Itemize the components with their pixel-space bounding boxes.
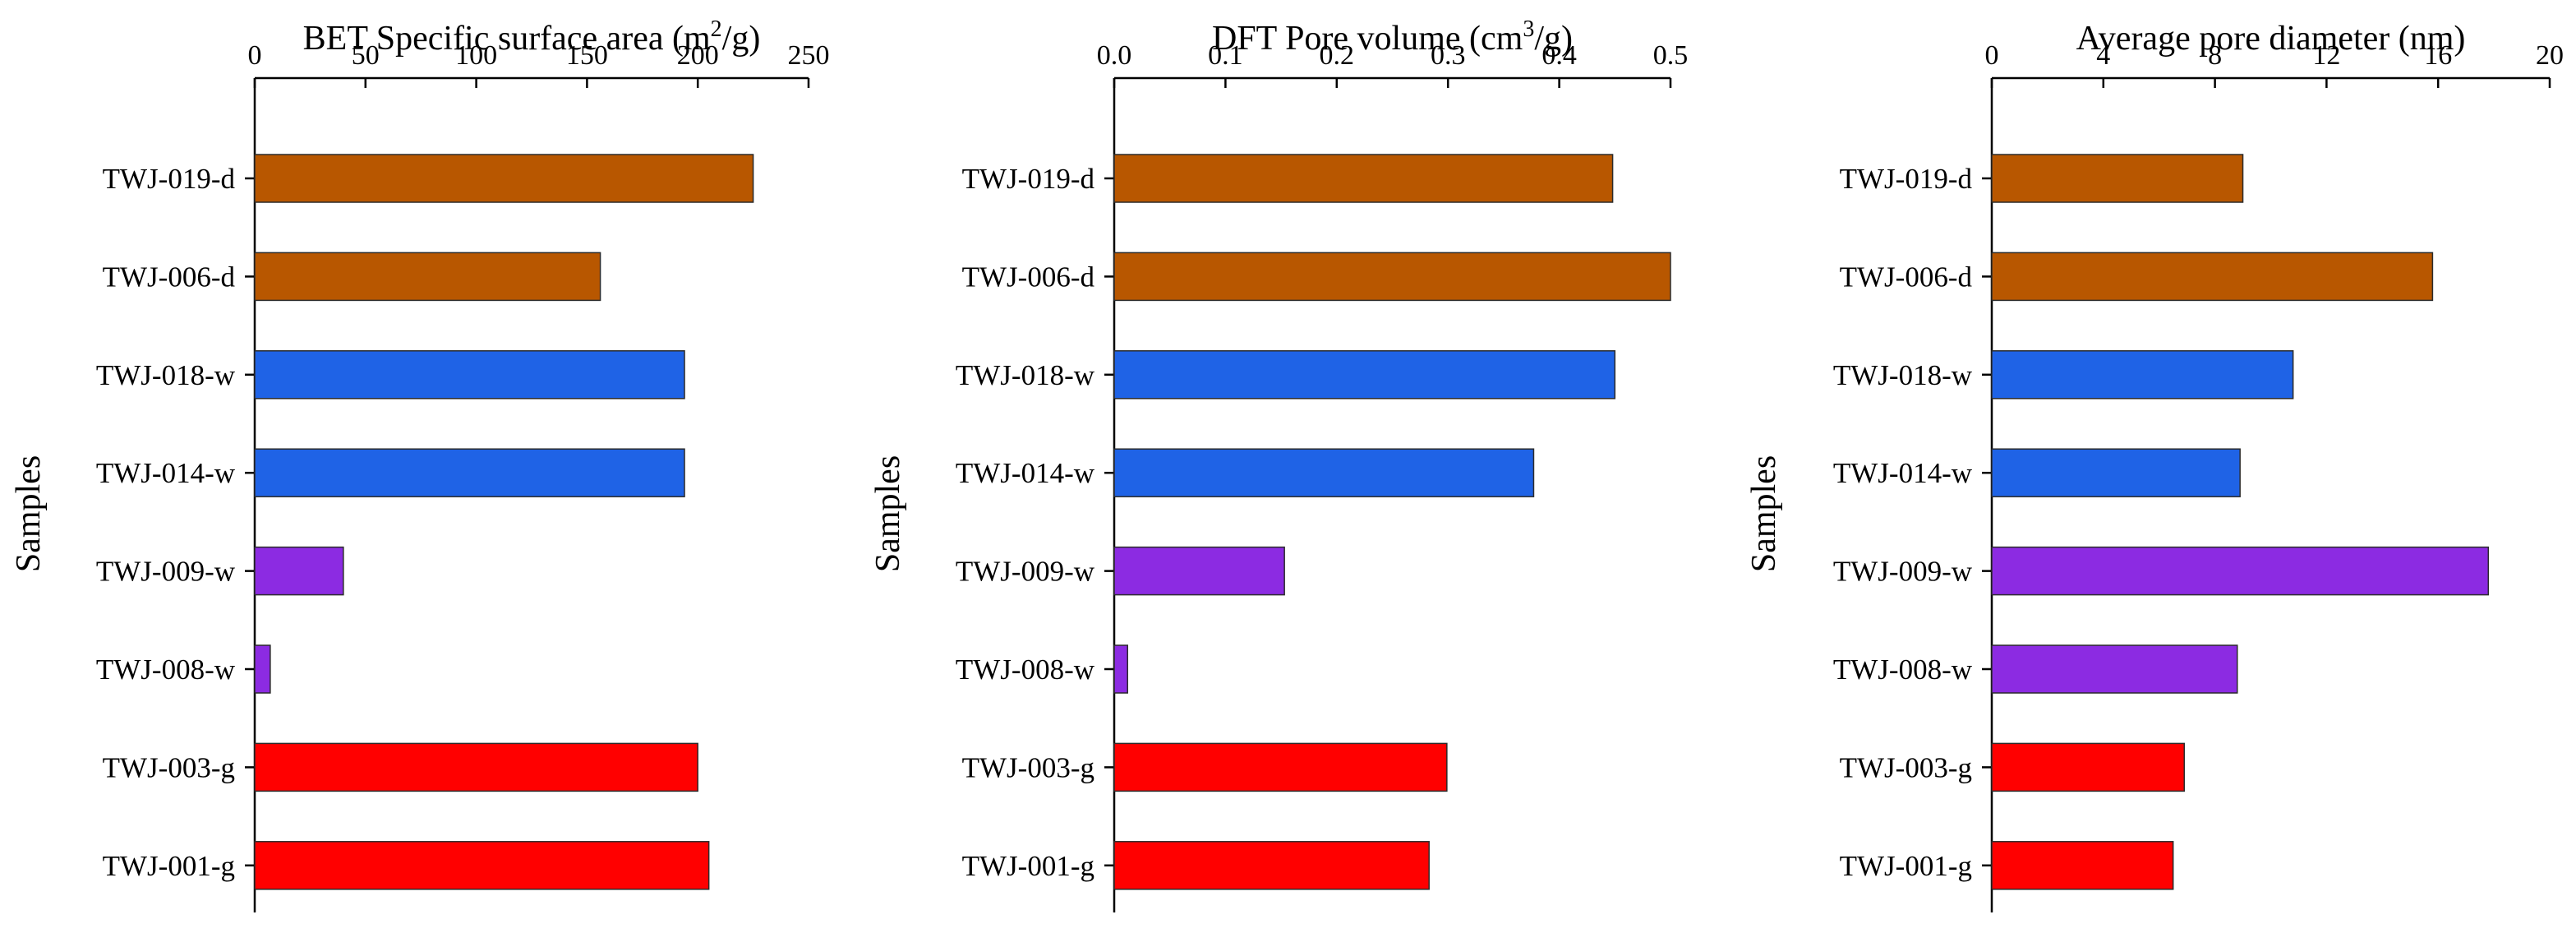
bar-twj-001-g <box>1113 841 1430 890</box>
category-label: TWJ-003-g <box>962 751 1094 783</box>
category-label: TWJ-014-w <box>956 457 1095 489</box>
chart-title-superscript: 3 <box>1523 16 1534 42</box>
bar-twj-014-w <box>1991 448 2241 497</box>
x-tick-label: 0.0 <box>1097 40 1132 71</box>
bar-twj-014-w <box>254 448 685 497</box>
x-tick-label: 250 <box>788 40 830 71</box>
y-axis-title: Samples <box>869 455 907 572</box>
category-label: TWJ-008-w <box>956 654 1095 686</box>
bar-twj-003-g <box>254 742 698 792</box>
x-tick-label: 0.5 <box>1653 40 1689 71</box>
x-tick-label: 0 <box>1985 40 1999 71</box>
chart-panel-3: Average pore diameter (nm) 0 4 8 12 16 20 TWJ-0… <box>1745 20 2564 912</box>
category-label: TWJ-018-w <box>96 359 236 391</box>
bar-twj-006-d <box>1991 252 2434 302</box>
x-tick-label: 50 <box>352 40 380 71</box>
category-label: TWJ-009-w <box>1833 556 1973 588</box>
x-tick-label: 12 <box>2312 40 2340 71</box>
category-label: TWJ-009-w <box>96 556 236 588</box>
chart-panel-1: BET Specific surface area (m2/g) 0 50 100 15… <box>10 16 830 912</box>
bar-twj-019-d <box>1113 154 1614 203</box>
chart-title-text: BET Specific surface area (m <box>303 20 711 58</box>
bar-twj-009-w <box>1113 546 1285 596</box>
bar-twj-006-d <box>254 252 601 302</box>
category-label: TWJ-014-w <box>1833 457 1973 489</box>
category-label: TWJ-018-w <box>1833 359 1973 391</box>
bar-twj-009-w <box>1991 546 2490 596</box>
x-tick-label: 0.4 <box>1541 40 1577 71</box>
bar-twj-001-g <box>1991 841 2174 890</box>
category-label: TWJ-001-g <box>962 850 1094 882</box>
x-tick-label: 8 <box>2208 40 2222 71</box>
chart-title: DFT Pore volume (cm3/g) <box>1212 16 1573 58</box>
category-label: TWJ-008-w <box>96 654 236 686</box>
bar-twj-003-g <box>1113 742 1448 792</box>
bar-twj-003-g <box>1991 742 2186 792</box>
chart-title-text: DFT Pore volume (cm <box>1212 20 1523 58</box>
bar-twj-008-w <box>254 644 271 694</box>
bar-twj-006-d <box>1113 252 1671 302</box>
category-label: TWJ-006-d <box>962 261 1095 293</box>
x-tick-label: 150 <box>566 40 608 71</box>
bar-twj-008-w <box>1991 644 2238 694</box>
bar-twj-019-d <box>1991 154 2244 203</box>
x-tick-label: 4 <box>2096 40 2110 71</box>
category-label: TWJ-019-d <box>103 163 236 195</box>
bar-twj-008-w <box>1113 644 1128 694</box>
y-axis-title: Samples <box>10 455 48 572</box>
bar-twj-001-g <box>254 841 710 890</box>
chart-title-text: Average pore diameter (nm) <box>2076 20 2466 58</box>
chart-panel-2: DFT Pore volume (cm3/g) 0.0 0.1 0.2 0.3 0.4 0.… <box>869 16 1688 912</box>
category-label: TWJ-003-g <box>1840 751 1972 783</box>
category-label: TWJ-009-w <box>956 556 1095 588</box>
bar-twj-018-w <box>1991 350 2294 400</box>
chart-title-text-end: /g) <box>1534 20 1573 58</box>
category-label: TWJ-008-w <box>1833 654 1973 686</box>
chart-title: Average pore diameter (nm) <box>2076 20 2466 58</box>
category-label: TWJ-006-d <box>103 261 236 293</box>
category-label: TWJ-006-d <box>1840 261 1973 293</box>
category-label: TWJ-001-g <box>103 850 235 882</box>
bar-twj-018-w <box>1113 350 1616 400</box>
category-label: TWJ-018-w <box>956 359 1095 391</box>
x-tick-label: 20 <box>2536 40 2564 71</box>
bar-twj-014-w <box>1113 448 1535 497</box>
category-label: TWJ-001-g <box>1840 850 1972 882</box>
category-label: TWJ-019-d <box>962 163 1095 195</box>
x-tick-label: 200 <box>677 40 719 71</box>
x-tick-label: 0.2 <box>1320 40 1355 71</box>
y-axis-title: Samples <box>1745 455 1783 572</box>
x-tick-label: 0.3 <box>1431 40 1466 71</box>
bar-twj-018-w <box>254 350 685 400</box>
x-tick-label: 100 <box>455 40 497 71</box>
x-tick-label: 16 <box>2424 40 2452 71</box>
x-tick-label: 0 <box>248 40 262 71</box>
category-label: TWJ-003-g <box>103 751 235 783</box>
x-tick-label: 0.1 <box>1208 40 1243 71</box>
bar-twj-019-d <box>254 154 754 203</box>
bar-twj-009-w <box>254 546 344 596</box>
category-label: TWJ-019-d <box>1840 163 1973 195</box>
chart-title-text-end: /g) <box>722 20 761 58</box>
chart-title: BET Specific surface area (m2/g) <box>303 16 761 58</box>
category-label: TWJ-014-w <box>96 457 236 489</box>
chart-title-superscript: 2 <box>711 16 722 42</box>
